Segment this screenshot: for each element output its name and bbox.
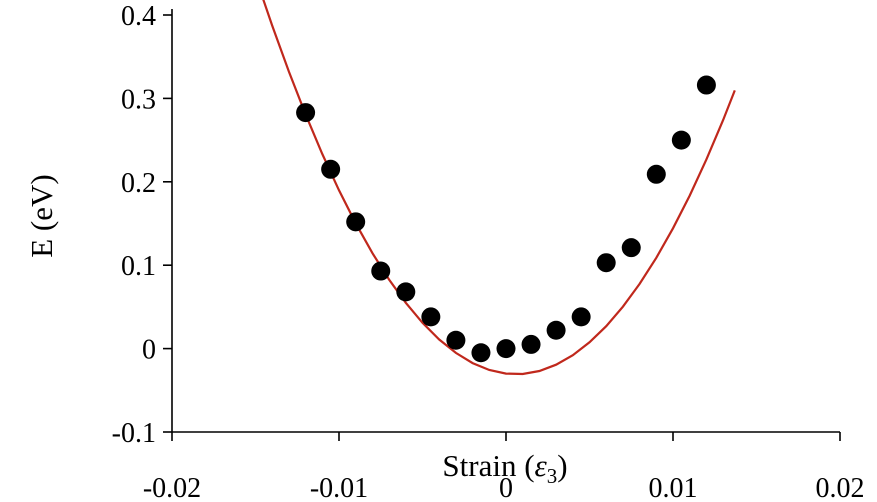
data-point: [446, 330, 466, 350]
x-tick-label: 0.02: [816, 473, 865, 502]
data-point: [521, 334, 541, 354]
fit-curve-layer: [262, 0, 736, 376]
y-tick-label: 0.4: [121, 1, 156, 32]
data-point: [596, 253, 616, 273]
x-tick-label: -0.02: [143, 473, 201, 502]
data-point: [371, 261, 391, 281]
fit-curve: [262, 0, 736, 376]
data-point: [396, 282, 416, 302]
data-point: [296, 103, 316, 123]
data-point: [346, 212, 366, 232]
data-point: [321, 159, 341, 179]
y-tick-label: 0.1: [121, 251, 156, 282]
data-point: [671, 130, 691, 150]
x-tick-label: 0: [499, 473, 513, 502]
x-axis-title-subscript: 3: [547, 464, 558, 488]
x-axis-title: Strain (ε3): [442, 448, 567, 488]
data-point: [496, 339, 516, 359]
x-axis-title-text: Strain (: [442, 448, 534, 483]
data-point: [621, 238, 641, 258]
y-axis-title: E (eV): [24, 174, 59, 257]
x-tick-label: -0.01: [310, 473, 368, 502]
y-tick-label: 0.3: [121, 84, 156, 115]
data-point: [696, 75, 716, 95]
y-tick-label: 0: [142, 335, 156, 366]
data-point: [421, 307, 441, 327]
x-tick-label: 0.01: [649, 473, 698, 502]
tick-labels: -0.1 0 0.1 0.2 0.3 0.4 -0.02 -0.01 0 0.01 0.02: [112, 1, 865, 502]
data-point: [546, 320, 566, 340]
data-point: [646, 164, 666, 184]
y-tick-label: -0.1: [112, 418, 156, 449]
data-point: [471, 343, 491, 363]
x-axis-title-close: ): [557, 448, 567, 483]
axes: [163, 9, 841, 441]
y-tick-label: 0.2: [121, 168, 156, 199]
x-axis-title-symbol: ε: [535, 448, 548, 483]
data-points-layer: [296, 75, 716, 363]
data-point: [571, 307, 591, 327]
